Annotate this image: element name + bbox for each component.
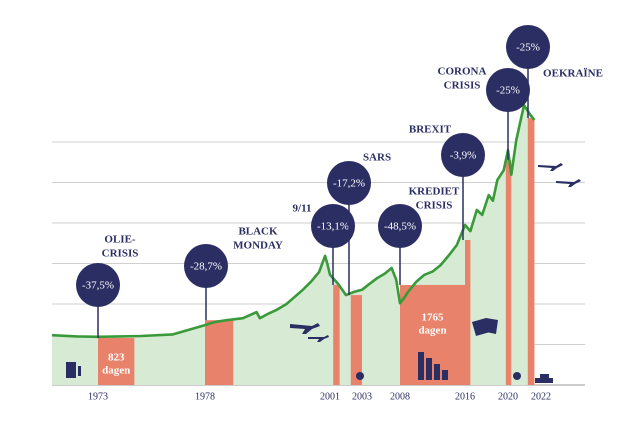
plane-icon	[290, 323, 320, 334]
change-label: -17,2%	[333, 178, 365, 190]
virus-icon	[356, 372, 364, 380]
recovery-bar	[333, 284, 340, 385]
change-label: -13,1%	[317, 221, 349, 233]
change-marker	[506, 25, 550, 69]
recovery-bar	[505, 159, 512, 385]
event-label: BLACK	[238, 226, 278, 238]
index-line	[51, 103, 536, 339]
event-label: 9/11	[293, 203, 312, 215]
jet-icon	[556, 179, 581, 187]
event-label: OEKRAÏNE	[543, 67, 603, 80]
fuel-icon	[66, 362, 81, 378]
change-marker	[378, 204, 422, 248]
change-label: -3,9%	[450, 150, 477, 162]
plane-icon	[308, 335, 329, 342]
change-label: -25%	[496, 85, 520, 97]
event-label: MONDAY	[233, 240, 283, 252]
x-tick-label: 1978	[195, 391, 215, 402]
x-tick-label: 2008	[390, 391, 410, 402]
event-label: CORONA	[438, 66, 487, 78]
event-label: BREXIT	[409, 124, 452, 136]
change-label: -48,5%	[384, 221, 416, 233]
duration-label: 1765	[422, 312, 445, 324]
change-label: -25%	[516, 42, 540, 54]
duration-label: dagen	[102, 365, 130, 377]
virus-icon	[513, 372, 521, 380]
event-label: CRISIS	[102, 248, 139, 260]
duration-label: 823	[108, 352, 125, 364]
change-marker	[327, 161, 371, 205]
change-marker	[76, 263, 120, 307]
x-tick-label: 2022	[531, 391, 551, 402]
change-marker	[486, 68, 530, 112]
event-label: SARS	[363, 152, 391, 164]
chart-down-icon	[418, 352, 448, 380]
event-label: KREDIET	[409, 186, 460, 198]
event-label: OLIE-	[104, 234, 136, 246]
x-tick-label: 2020	[498, 391, 518, 402]
recovery-bar	[465, 240, 471, 385]
tank-icon	[535, 374, 553, 383]
change-marker	[311, 204, 355, 248]
change-marker	[184, 244, 228, 288]
recovery-bar	[527, 118, 535, 385]
change-label: -37,5%	[82, 280, 114, 292]
recovery-bar	[98, 338, 135, 385]
x-tick-label: 1973	[88, 391, 108, 402]
event-label: CRISIS	[416, 200, 453, 212]
flag-icon	[472, 318, 498, 336]
x-tick-label: 2016	[455, 391, 475, 402]
recovery-bar	[205, 320, 234, 385]
x-tick-label: 2003	[352, 391, 372, 402]
recovery-bar	[350, 295, 362, 385]
event-label: CRISIS	[444, 80, 481, 92]
duration-label: dagen	[418, 325, 446, 337]
change-marker	[441, 133, 485, 177]
jet-icon	[538, 163, 563, 171]
change-label: -28,7%	[190, 261, 222, 273]
recovery-bar	[400, 284, 465, 385]
x-tick-label: 2001	[320, 391, 340, 402]
